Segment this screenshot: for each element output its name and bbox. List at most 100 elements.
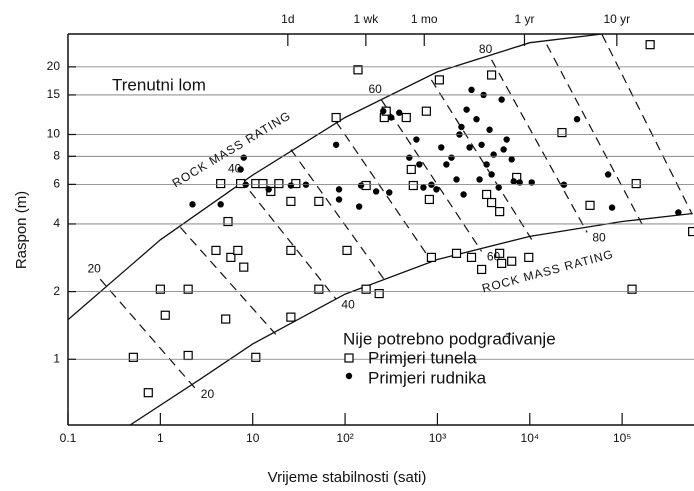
annotation: Trenutni lom [112, 75, 206, 94]
tunnel-point [233, 245, 243, 256]
mine-point [498, 96, 505, 103]
legend-title: Nije potrebno podgrađivanje [343, 329, 556, 348]
tunnel-point [486, 197, 497, 208]
mine-point [355, 203, 363, 210]
legend-label: Primjeri tunela [368, 348, 477, 367]
mine-point [413, 136, 420, 143]
mine-point [468, 86, 475, 94]
tunnel-point [451, 248, 462, 258]
y-tick-label: 2 [53, 284, 60, 298]
tunnel-point [401, 112, 411, 123]
tunnel-point [183, 284, 193, 294]
mine-point [508, 156, 515, 163]
y-tick-label: 6 [53, 177, 60, 191]
tunnel-point [314, 284, 324, 294]
legend-marker [345, 372, 353, 380]
mine-point [503, 136, 510, 143]
tunnel-point [688, 226, 694, 237]
mine-point [443, 161, 450, 168]
rating-line [290, 149, 387, 283]
mine-point [458, 123, 465, 131]
rating-label: 20 [201, 387, 215, 401]
mine-point [217, 201, 224, 208]
tunnel-point [374, 288, 384, 299]
tunnel-point [507, 256, 517, 266]
mine-point [483, 161, 490, 168]
x-tick-label: 10³ [429, 431, 446, 445]
tunnel-point [406, 164, 416, 175]
mine-point [332, 141, 340, 148]
tunnel-point [286, 312, 296, 322]
rating-line [335, 121, 432, 262]
x-tick-label: 0.1 [60, 431, 77, 445]
mine-point [406, 154, 413, 161]
rating-line [430, 79, 533, 240]
tunnel-point [466, 252, 477, 262]
y-tick-label: 15 [47, 87, 61, 101]
tunnel-point [342, 245, 352, 256]
tunnel-point [160, 310, 170, 320]
mine-point [460, 191, 467, 198]
tunnel-point [631, 178, 641, 189]
mine-point [438, 144, 445, 151]
tunnel-point [434, 75, 444, 85]
mine-point [448, 154, 455, 161]
mine-point [573, 115, 581, 123]
tunnel-point [251, 352, 261, 362]
mine-point [500, 146, 507, 153]
tunnel-point [426, 252, 437, 262]
tunnel-point [331, 112, 341, 123]
rating-line [546, 44, 643, 225]
mine-point [372, 188, 380, 195]
tunnel-point [221, 314, 231, 324]
y-tick-label: 8 [53, 148, 60, 162]
tunnel-point [524, 252, 534, 262]
mine-point [335, 186, 343, 193]
x-tick-label: 10⁵ [613, 431, 631, 445]
mine-point [604, 171, 612, 178]
tunnel-point [353, 65, 363, 75]
mine-point [396, 109, 403, 116]
tunnel-point [495, 248, 505, 258]
tunnel-point [258, 178, 268, 189]
x-tick-label: 10⁴ [521, 431, 540, 445]
rating-label: 60 [368, 82, 382, 96]
mine-point [380, 107, 387, 115]
mine-point [486, 126, 493, 133]
tunnel-point [183, 350, 193, 361]
tunnel-point [585, 200, 595, 210]
tunnel-point [274, 178, 284, 189]
y-tick-label: 10 [47, 127, 61, 141]
rating-curve [68, 34, 603, 321]
rating-line [240, 179, 337, 300]
tunnel-point [211, 245, 221, 256]
tunnel-point [286, 196, 296, 206]
x2-tick-label: 1 wk [354, 12, 380, 26]
mine-point [420, 184, 427, 191]
tunnel-point [421, 106, 431, 116]
y-axis-label: Raspon (m) [13, 191, 30, 269]
tunnel-point [557, 127, 567, 138]
mine-point [265, 186, 272, 193]
tunnel-point [223, 216, 233, 227]
mine-point [473, 115, 480, 123]
rating-line [380, 99, 483, 252]
mine-point [495, 184, 502, 191]
tunnel-point [155, 284, 165, 294]
tunnel-point [143, 388, 153, 398]
tunnel-point [482, 189, 492, 200]
tunnel-point [497, 258, 507, 269]
tunnel-point [286, 245, 296, 256]
y-tick-label: 4 [53, 216, 60, 230]
tunnel-point [495, 206, 505, 217]
mine-point [478, 141, 485, 148]
mine-point [287, 182, 295, 189]
y-tick-label: 1 [53, 351, 60, 365]
mine-point [476, 176, 483, 183]
x-tick-label: 1 [157, 431, 164, 445]
rating-line [99, 278, 196, 390]
mine-point [237, 166, 244, 173]
mine-point [388, 114, 395, 121]
tunnel-point [226, 252, 236, 262]
